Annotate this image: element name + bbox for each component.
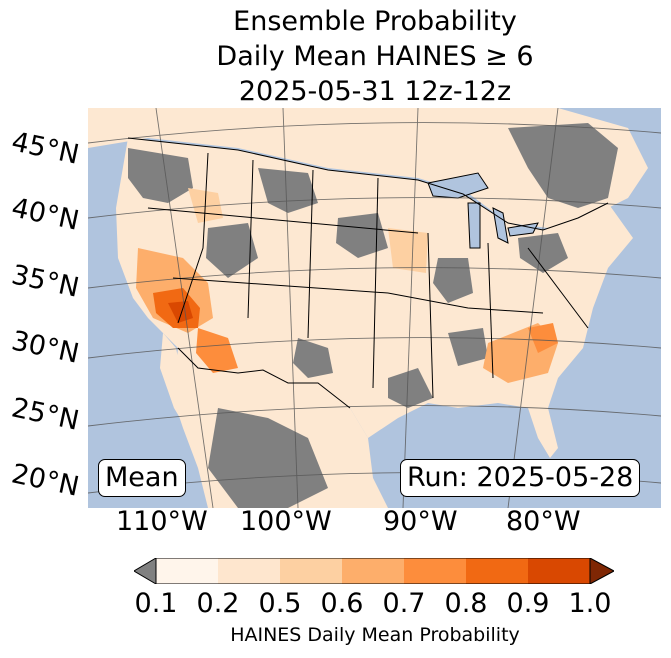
colorbar-tick-0.9: 0.9: [506, 588, 550, 619]
colorbar-label: HAINES Daily Mean Probability: [230, 624, 520, 646]
colorbar-tick-0.6: 0.6: [320, 588, 364, 619]
colorbar-bin-6: [466, 558, 528, 584]
colorbar-tick-0.7: 0.7: [382, 588, 426, 619]
stat-label-box: Mean: [98, 459, 186, 497]
colorbar-bin-1: [156, 558, 218, 584]
colorbar-bin-5: [404, 558, 466, 584]
lat-label-30n: 30°N: [8, 325, 82, 370]
colorbar-bin-4: [342, 558, 404, 584]
colorbar-tick-0.1: 0.1: [134, 588, 178, 619]
lat-label-35n: 35°N: [8, 259, 82, 304]
lat-label-20n: 20°N: [8, 458, 82, 503]
lon-label-90w: 90°W: [383, 506, 458, 537]
no-data-regions: [128, 123, 618, 508]
colorbar-tick-1.0: 1.0: [568, 588, 612, 619]
canada-landmass: [88, 108, 648, 228]
state-borders: [127, 137, 609, 409]
title-line-3: 2025-05-31 12z-12z: [238, 76, 512, 107]
lat-label-40n: 40°N: [8, 192, 82, 237]
run-date-box: Run: 2025-05-28: [400, 459, 641, 497]
probability-map: [88, 108, 661, 508]
colorbar-bin-7: [528, 558, 590, 584]
lat-label-45n: 45°N: [8, 126, 82, 171]
title-line-1: Ensemble Probability: [233, 6, 517, 37]
colorbar-tick-0.2: 0.2: [196, 588, 240, 619]
colorbar-over-arrow: [589, 558, 614, 584]
title-line-2: Daily Mean HAINES ≥ 6: [216, 41, 534, 72]
colorbar-frame: [155, 558, 591, 584]
colorbar-tick-0.8: 0.8: [444, 588, 488, 619]
colorbar-tick-0.5: 0.5: [258, 588, 302, 619]
lon-label-110w: 110°W: [116, 506, 208, 537]
colorbar: [134, 558, 614, 584]
colorbar-bin-3: [280, 558, 342, 584]
colorbar-bin-2: [218, 558, 280, 584]
colorbar-under-arrow: [134, 558, 157, 584]
lon-label-80w: 80°W: [506, 506, 581, 537]
lat-label-25n: 25°N: [8, 392, 82, 437]
baja-peninsula: [160, 333, 198, 438]
lon-label-100w: 100°W: [240, 506, 332, 537]
